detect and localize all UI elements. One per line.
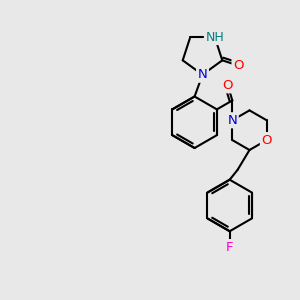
Text: O: O — [261, 134, 272, 147]
Text: O: O — [223, 79, 233, 92]
Text: F: F — [226, 241, 233, 254]
Text: N: N — [198, 68, 207, 81]
Text: N: N — [227, 114, 237, 127]
Text: NH: NH — [206, 31, 224, 44]
Text: O: O — [233, 59, 244, 72]
